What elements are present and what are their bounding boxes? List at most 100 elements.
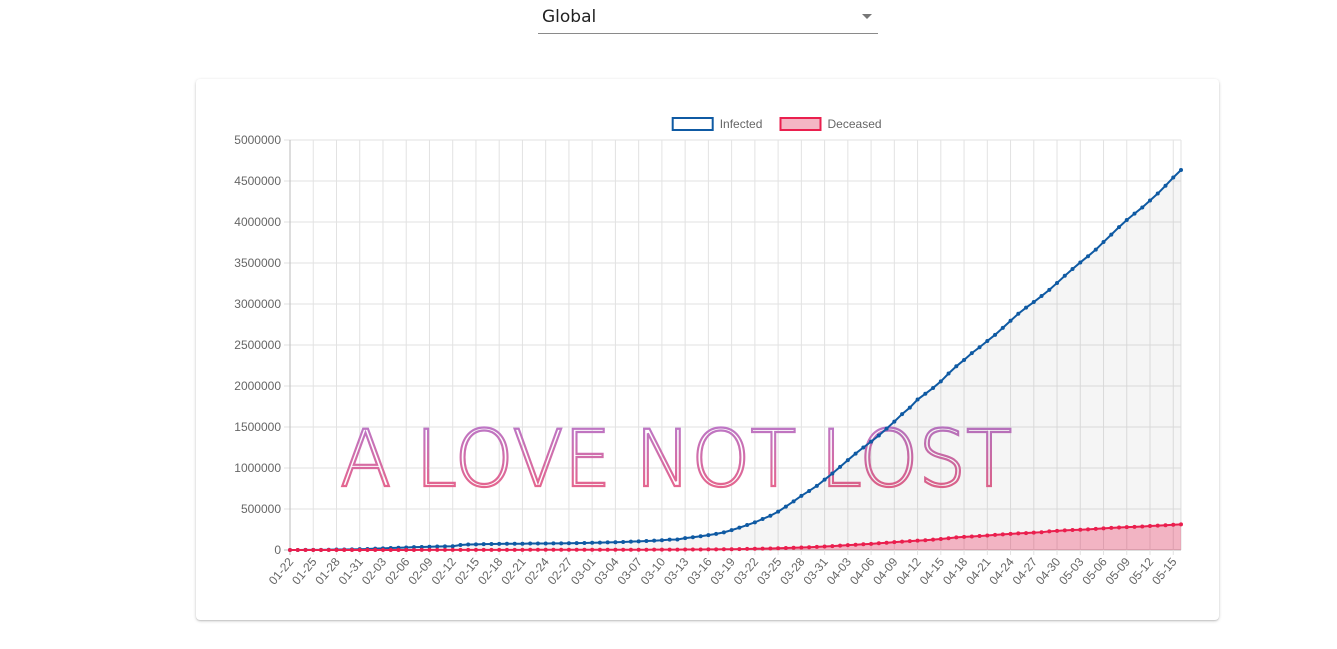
data-point <box>845 458 850 463</box>
data-point <box>504 547 509 552</box>
select-arrow[interactable] <box>862 14 872 19</box>
data-point <box>365 547 370 552</box>
y-tick-label: 0 <box>274 543 281 557</box>
data-point <box>1024 531 1029 536</box>
data-point <box>931 537 936 542</box>
data-point <box>357 547 362 552</box>
x-tick-label: 05-12 <box>1126 555 1157 588</box>
data-point <box>690 547 695 552</box>
data-point <box>1140 524 1145 529</box>
data-point <box>1024 305 1029 310</box>
data-point <box>969 351 974 356</box>
data-point <box>404 547 409 552</box>
legend-swatch[interactable] <box>779 117 822 131</box>
data-point <box>1109 232 1114 237</box>
data-point <box>597 540 602 545</box>
data-point <box>411 547 416 552</box>
data-point <box>1179 168 1183 173</box>
data-point <box>1140 205 1145 210</box>
data-point <box>698 534 703 539</box>
data-point <box>1093 526 1098 531</box>
data-point <box>791 545 796 550</box>
x-tick-label: 04-18 <box>940 555 971 588</box>
data-point <box>667 547 672 552</box>
data-point <box>1124 525 1129 530</box>
legend-swatch[interactable] <box>671 117 714 131</box>
data-point <box>853 451 858 456</box>
y-tick-label: 1000000 <box>234 461 281 475</box>
data-point <box>551 541 556 546</box>
data-point <box>931 385 936 390</box>
y-tick-label: 4500000 <box>234 174 281 188</box>
data-point <box>745 546 750 551</box>
data-point <box>1016 311 1021 316</box>
data-point <box>1101 526 1106 531</box>
data-point <box>535 547 540 552</box>
x-tick-label: 02-09 <box>405 555 436 588</box>
data-point <box>311 547 316 552</box>
data-point <box>884 540 889 545</box>
data-point <box>923 391 928 396</box>
data-point <box>807 488 812 493</box>
data-point <box>683 547 688 552</box>
region-select[interactable]: Global <box>538 0 878 34</box>
data-point <box>946 371 951 376</box>
data-point <box>1055 528 1060 533</box>
data-point <box>481 542 486 547</box>
data-point <box>1047 287 1052 292</box>
data-point <box>845 543 850 548</box>
x-tick-label: 03-13 <box>661 555 692 588</box>
data-point <box>1109 525 1114 530</box>
select-value[interactable]: Global <box>542 7 597 27</box>
data-point <box>427 544 432 549</box>
data-point <box>822 477 827 482</box>
x-tick-label: 03-28 <box>777 555 808 588</box>
data-point <box>830 471 835 476</box>
data-point <box>628 547 633 552</box>
data-point <box>993 332 998 337</box>
data-point <box>528 541 533 546</box>
data-point <box>706 547 711 552</box>
data-point <box>768 546 773 551</box>
data-point <box>559 541 564 546</box>
data-point <box>783 504 788 509</box>
data-point <box>1086 527 1091 532</box>
x-tick-label: 02-24 <box>522 555 553 588</box>
data-point <box>830 544 835 549</box>
x-tick-label: 04-12 <box>893 555 924 588</box>
data-point <box>613 540 618 545</box>
data-point <box>1132 211 1137 216</box>
data-point <box>869 541 874 546</box>
legend-label[interactable]: Infected <box>720 117 763 131</box>
data-point <box>907 405 912 410</box>
data-point <box>458 547 463 552</box>
x-tick-label: 03-25 <box>754 555 785 588</box>
data-point <box>1093 247 1098 252</box>
data-point <box>349 547 354 552</box>
data-point <box>1148 198 1153 203</box>
data-point <box>1148 524 1153 529</box>
data-point <box>838 543 843 548</box>
data-point <box>566 541 571 546</box>
data-point <box>721 530 726 535</box>
data-point <box>698 547 703 552</box>
data-point <box>1016 531 1021 536</box>
data-point <box>985 533 990 538</box>
data-point <box>721 547 726 552</box>
x-tick-label: 05-03 <box>1056 555 1087 588</box>
data-point <box>512 541 517 546</box>
data-point <box>675 547 680 552</box>
area-fill <box>290 524 1181 550</box>
data-point <box>504 541 509 546</box>
data-point <box>574 541 579 546</box>
data-point <box>884 426 889 431</box>
data-point <box>543 547 548 552</box>
data-point <box>900 539 905 544</box>
x-tick-label: 02-03 <box>359 555 390 588</box>
legend-label[interactable]: Deceased <box>828 117 882 131</box>
data-point <box>566 547 571 552</box>
x-tick-label: 04-24 <box>986 555 1017 588</box>
x-tick-label: 03-16 <box>684 555 715 588</box>
data-point <box>1155 191 1160 196</box>
